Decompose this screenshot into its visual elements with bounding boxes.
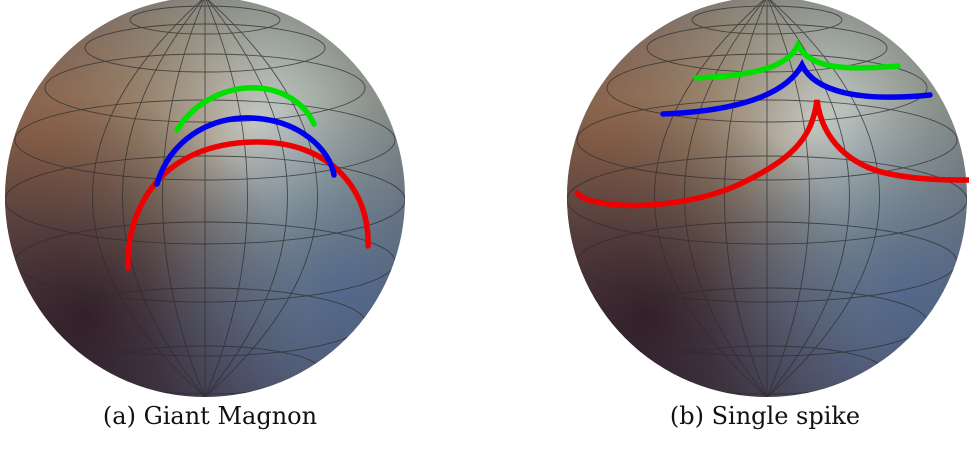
sphere-plot-a bbox=[5, 0, 405, 397]
sphere-plot-b bbox=[567, 0, 969, 397]
caption-a: (a) Giant Magnon bbox=[102, 402, 318, 430]
curve-red bbox=[574, 99, 969, 209]
curve-green bbox=[693, 38, 901, 81]
figure-giant-magnon: (a) Giant Magnon bbox=[0, 0, 440, 457]
curve-blue bbox=[154, 115, 337, 187]
curve-blue bbox=[660, 59, 933, 117]
figure-single-spike: (b) Single spike bbox=[530, 0, 969, 457]
caption-b: (b) Single spike bbox=[669, 402, 861, 430]
curve-red bbox=[125, 139, 371, 271]
sphere-grid bbox=[5, 0, 405, 397]
curve-green bbox=[174, 85, 317, 133]
